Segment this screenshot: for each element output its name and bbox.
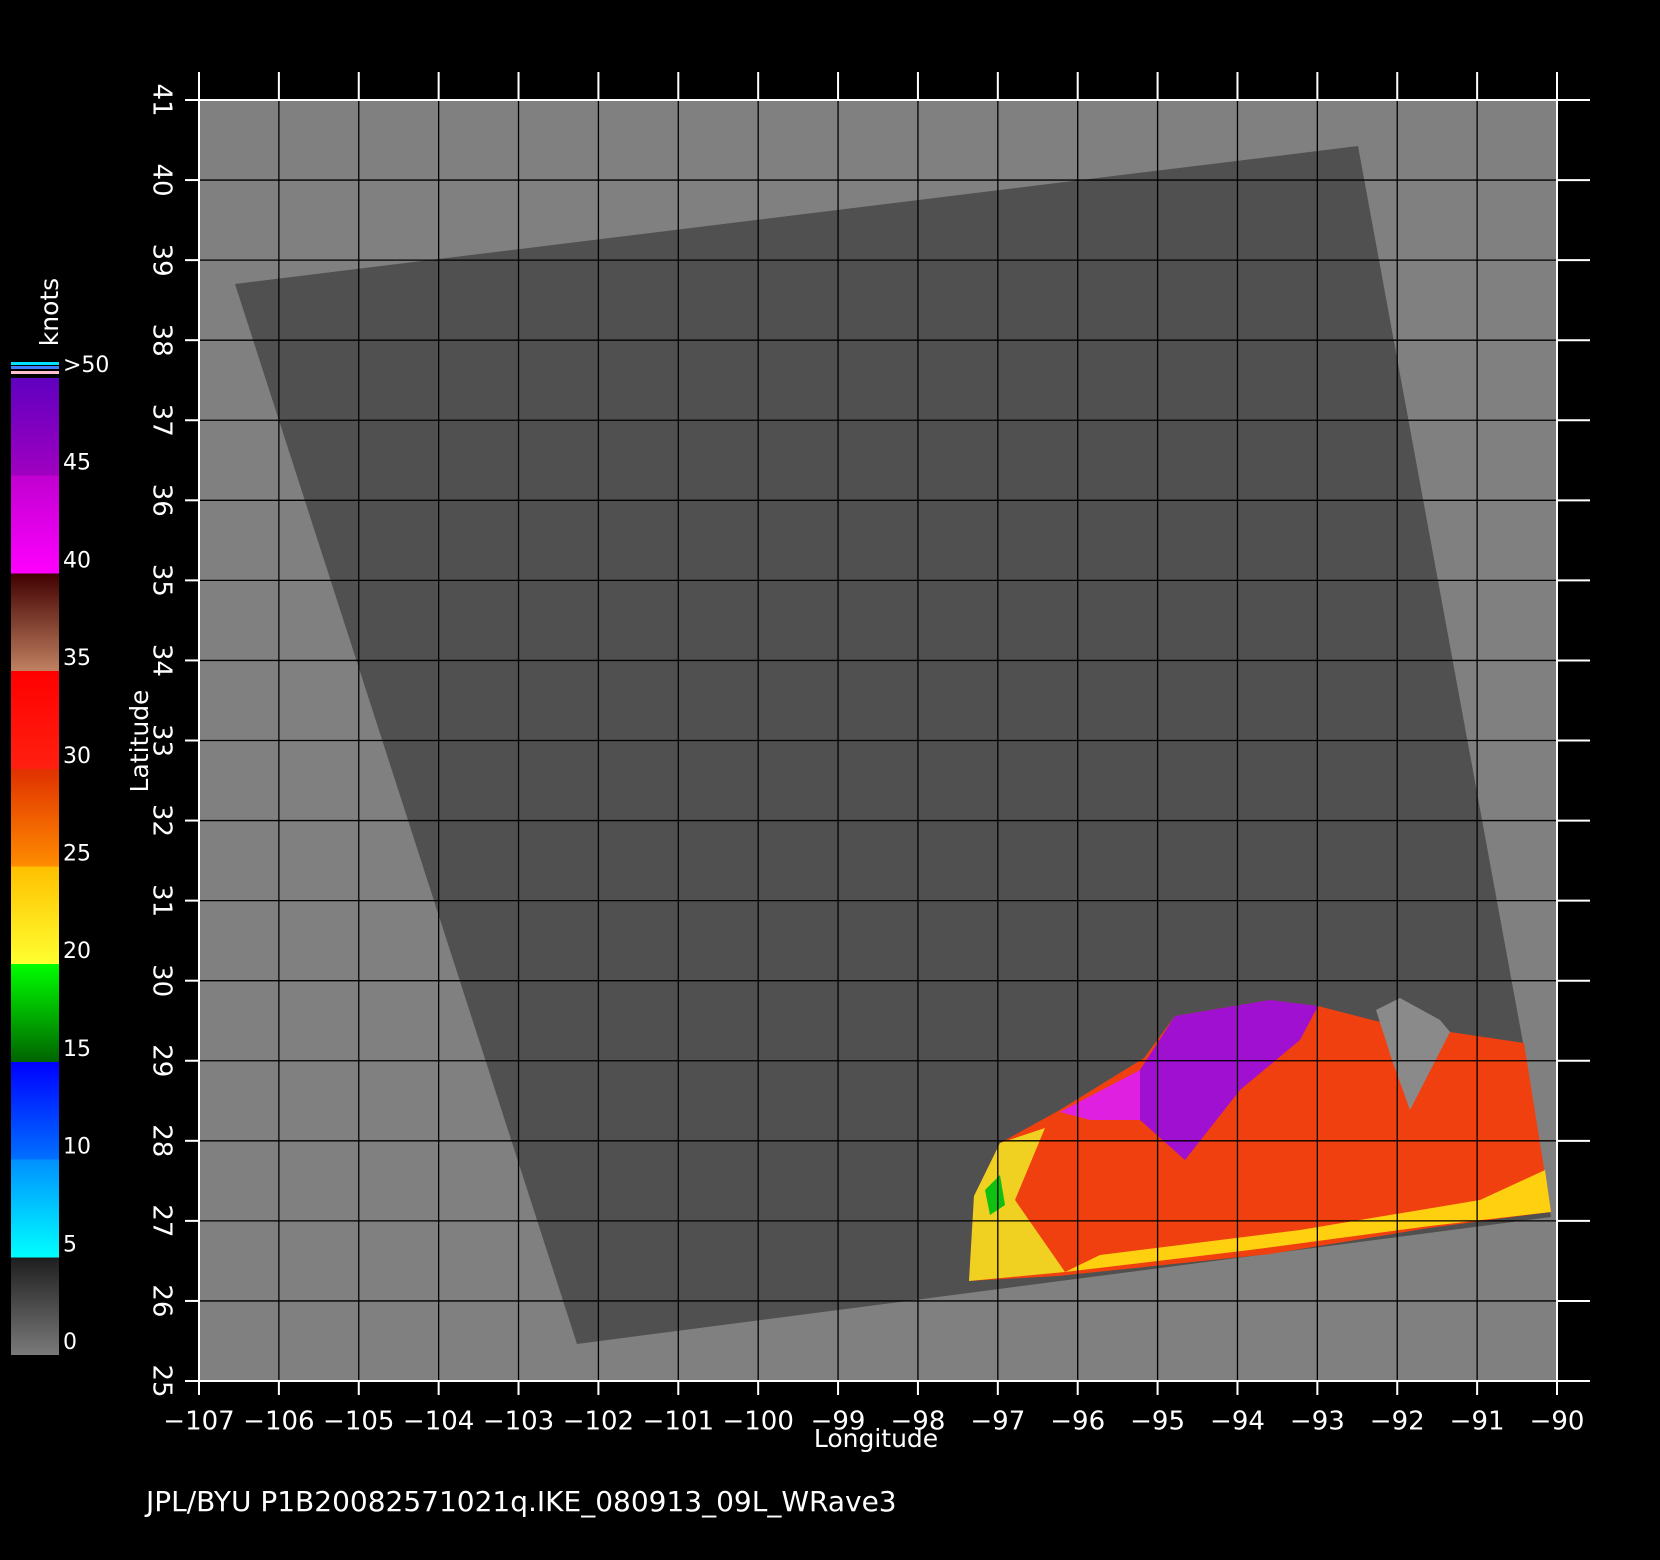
x-tick-label: −107: [163, 1407, 234, 1437]
y-tick-label: 39: [147, 244, 177, 277]
y-tick-label: 36: [147, 484, 177, 517]
land: [1376, 998, 1450, 1110]
y-axis-label: Latitude: [125, 690, 154, 793]
x-tick-label: −105: [323, 1407, 394, 1437]
x-tick-label: −100: [722, 1407, 793, 1437]
y-tick-label: 25: [147, 1364, 177, 1397]
wind-region-low: [1065, 1170, 1551, 1272]
x-tick-label: −106: [243, 1407, 314, 1437]
x-tick-label: −96: [1050, 1407, 1105, 1437]
y-tick-label: 37: [147, 404, 177, 437]
x-tick-label: −95: [1130, 1407, 1185, 1437]
y-tick-label: 33: [147, 724, 177, 757]
x-tick-label: −92: [1370, 1407, 1425, 1437]
colorbar-tick-label: 25: [63, 842, 91, 867]
colorbar-stripe: [11, 366, 59, 369]
colorbar-tick-label: 30: [63, 744, 91, 769]
wind-region-low: [985, 1175, 1005, 1215]
colorbar-tick-label: 35: [63, 646, 91, 671]
y-tick-label: 35: [147, 564, 177, 597]
x-axis-label: Longitude: [814, 1424, 938, 1453]
colorbar-tick-label: 0: [63, 1330, 77, 1355]
colorbar-label: knots: [35, 278, 64, 346]
y-tick-label: 38: [147, 324, 177, 357]
colorbar-tick-label: 40: [63, 548, 91, 573]
x-tick-label: −91: [1450, 1407, 1505, 1437]
x-tick-label: −104: [403, 1407, 474, 1437]
colorbar-tick-label: >50: [63, 353, 109, 378]
y-tick-label: 40: [147, 164, 177, 197]
y-tick-label: 31: [147, 884, 177, 917]
x-tick-label: −94: [1210, 1407, 1265, 1437]
chart-title: JPL/BYU P1B20082571021q.IKE_080913_09L_W…: [144, 1485, 897, 1518]
y-tick-label: 30: [147, 964, 177, 997]
colorbar-tick-label: 10: [63, 1135, 91, 1160]
x-tick-label: −93: [1290, 1407, 1345, 1437]
y-tick-label: 34: [147, 644, 177, 677]
colorbar: [11, 378, 59, 1355]
y-tick-label: 41: [147, 83, 177, 116]
y-tick-label: 27: [147, 1204, 177, 1237]
x-tick-label: −103: [483, 1407, 554, 1437]
x-tick-label: −99: [811, 1407, 866, 1437]
wind-region-low: [969, 1128, 1065, 1281]
colorbar-tick-label: 5: [63, 1232, 77, 1257]
wind-region-high: [1060, 1070, 1140, 1120]
colorbar-stripe: [11, 362, 59, 365]
x-tick-label: −101: [643, 1407, 714, 1437]
x-tick-label: −102: [563, 1407, 634, 1437]
y-tick-label: 28: [147, 1124, 177, 1157]
x-tick-label: −90: [1530, 1407, 1585, 1437]
y-tick-label: 26: [147, 1284, 177, 1317]
y-tick-label: 29: [147, 1044, 177, 1077]
x-tick-label: −97: [970, 1407, 1025, 1437]
y-tick-label: 32: [147, 804, 177, 837]
colorbar-tick-label: 20: [63, 939, 91, 964]
colorbar-tick-label: 45: [63, 451, 91, 476]
colorbar-stripe: [11, 371, 59, 374]
wind-region-high: [1140, 1000, 1318, 1160]
x-tick-label: −98: [891, 1407, 946, 1437]
colorbar-tick-label: 15: [63, 1037, 91, 1062]
